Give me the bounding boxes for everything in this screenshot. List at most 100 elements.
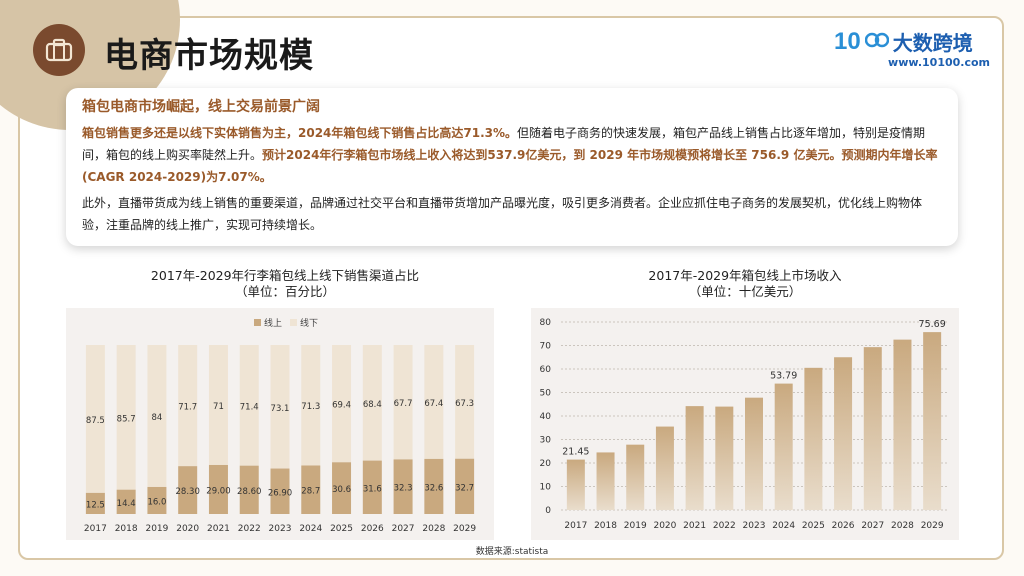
x-tick-label-2025: 2025 — [802, 521, 825, 531]
chart-2-panel: 0 10 20 30 40 50 60 70 80 2017 21.45 2018 2019 2020 20… — [531, 308, 959, 540]
stacked-share-chart: 线上 线下 87.5 12.5 2017 85.7 14.4 2018 84 16.0 2019 71… — [84, 317, 476, 534]
x-tick-label-2019: 2019 — [624, 521, 647, 531]
bar-revenue-2017 — [566, 459, 585, 510]
data-label-online-2022: 28.60 — [237, 487, 261, 497]
bar-online-2029 — [455, 458, 475, 514]
bar-offline-2029 — [455, 345, 475, 459]
x-tick-label-2020: 2020 — [653, 521, 676, 531]
bar-revenue-2023 — [745, 397, 763, 510]
y-tick-label-60: 60 — [540, 365, 552, 375]
x-tick-label-2023: 2023 — [269, 524, 292, 534]
bar-offline-2024 — [301, 345, 321, 466]
chart-2-title: 2017年-2029年箱包线上市场收入 （单位：十亿美元） — [540, 268, 950, 300]
bar-revenue-2018 — [596, 452, 615, 510]
data-label-online-2029: 32.7 — [455, 483, 474, 493]
data-label-offline-2019: 84 — [152, 413, 163, 423]
bar-revenue-2028 — [893, 339, 912, 510]
data-label-2017: 21.45 — [562, 447, 589, 458]
data-label-online-2020: 28.30 — [176, 487, 200, 497]
x-tick-label-2028: 2028 — [891, 521, 914, 531]
y-tick-label-0: 0 — [545, 506, 551, 516]
data-source: 数据来源:statista — [475, 547, 549, 557]
x-tick-label-2022: 2022 — [713, 521, 736, 531]
data-label-online-2017: 12.5 — [86, 500, 105, 510]
bar-revenue-2027 — [863, 347, 882, 510]
x-tick-label-2019: 2019 — [145, 524, 168, 534]
x-tick-label-2027: 2027 — [861, 521, 884, 531]
data-label-offline-2029: 67.3 — [455, 399, 474, 409]
paragraph-text: 但随着电子商务的快速发展，箱包产品线上销售占比逐年增加，特别是疫情期间，箱包的线… — [82, 126, 926, 162]
x-tick-label-2018: 2018 — [594, 521, 617, 531]
bar-offline-2021 — [208, 345, 228, 465]
y-tick-label-80: 80 — [540, 318, 552, 328]
x-tick-label-2026: 2026 — [832, 521, 855, 531]
data-label-2024: 53.79 — [770, 371, 797, 382]
x-tick-label-2018: 2018 — [115, 524, 138, 534]
x-tick-label-2017: 2017 — [564, 521, 587, 531]
y-tick-label-70: 70 — [540, 342, 552, 352]
chart-2-title-text: 2017年-2029年箱包线上市场收入 — [648, 268, 842, 283]
data-label-online-2019: 16.0 — [147, 497, 166, 507]
x-tick-label-2020: 2020 — [176, 524, 199, 534]
data-label-online-2018: 14.4 — [117, 499, 136, 509]
info-card: 箱包电商市场崛起，线上交易前景广阔 箱包销售更多还是以线下实体销售为主，2024… — [66, 88, 958, 246]
y-tick-label-50: 50 — [540, 389, 552, 399]
bar-online-2025 — [332, 462, 352, 514]
data-label-offline-2020: 71.7 — [178, 403, 197, 413]
x-tick-label-2017: 2017 — [84, 524, 107, 534]
y-tick-label-30: 30 — [540, 436, 552, 446]
bar-offline-2018 — [116, 345, 136, 490]
bar-online-2020 — [178, 466, 198, 514]
data-label-offline-2023: 73.1 — [271, 404, 290, 414]
bar-online-2026 — [362, 460, 382, 514]
highlight-offline-share: 箱包销售更多还是以线下实体销售为主，2024年箱包线下销售占比高达71.3%。 — [82, 126, 518, 140]
bar-online-2027 — [393, 459, 413, 514]
bar-online-2021 — [208, 464, 228, 514]
bar-revenue-2029 — [923, 332, 942, 510]
data-label-offline-2018: 85.7 — [117, 414, 136, 424]
bar-revenue-2021 — [685, 406, 704, 510]
bar-online-2023 — [270, 468, 290, 514]
bar-offline-2023 — [270, 345, 290, 469]
data-label-offline-2025: 69.4 — [332, 401, 351, 411]
y-tick-label-10: 10 — [540, 483, 552, 493]
data-label-online-2028: 32.6 — [424, 483, 443, 493]
card-paragraph-1: 箱包销售更多还是以线下实体销售为主，2024年箱包线下销售占比高达71.3%。但… — [82, 122, 942, 188]
bar-online-2018 — [116, 489, 136, 514]
bar-offline-2027 — [393, 345, 413, 460]
data-label-offline-2027: 67.7 — [394, 399, 413, 409]
bar-revenue-2019 — [626, 444, 645, 510]
legend-swatch-offline — [290, 319, 297, 326]
bar-offline-2022 — [239, 345, 259, 466]
chart-1-title-text: 2017年-2029年行李箱包线上线下销售渠道占比 — [150, 268, 420, 283]
data-label-online-2023: 26.90 — [268, 488, 292, 498]
x-tick-label-2029: 2029 — [921, 521, 944, 531]
data-label-offline-2026: 68.4 — [363, 400, 382, 410]
x-tick-label-2026: 2026 — [361, 524, 384, 534]
bar-offline-2020 — [178, 345, 198, 467]
briefcase-icon — [33, 24, 85, 76]
data-label-offline-2028: 67.4 — [424, 399, 443, 409]
x-tick-label-2022: 2022 — [238, 524, 261, 534]
x-tick-label-2021: 2021 — [683, 521, 706, 531]
bar-revenue-2020 — [655, 426, 674, 510]
bar-offline-2025 — [332, 345, 352, 463]
x-tick-label-2025: 2025 — [330, 524, 353, 534]
bar-online-2024 — [301, 465, 321, 514]
bar-offline-2019 — [147, 345, 167, 487]
bar-offline-2026 — [362, 345, 382, 461]
highlight-forecast: 预计2024年行李箱包市场线上收入将达到537.9亿美元，到 2029 年市场规… — [82, 148, 938, 184]
legend-label-offline: 线下 — [300, 317, 318, 329]
bar-revenue-2026 — [834, 357, 853, 510]
legend-label-online: 线上 — [264, 317, 282, 329]
bar-online-2017 — [85, 492, 105, 514]
data-label-online-2021: 29.00 — [206, 486, 230, 496]
chart-1-subtitle: （单位：百分比） — [234, 284, 335, 299]
logo-mark: 10 — [834, 27, 861, 55]
bar-offline-2017 — [85, 345, 105, 493]
data-label-offline-2024: 71.3 — [301, 402, 320, 412]
brand-logo: 10 大数跨境 www.10100.com — [834, 27, 990, 70]
bar-online-2022 — [239, 465, 259, 514]
bar-revenue-2025 — [804, 367, 823, 510]
data-label-offline-2017: 87.5 — [86, 416, 105, 426]
